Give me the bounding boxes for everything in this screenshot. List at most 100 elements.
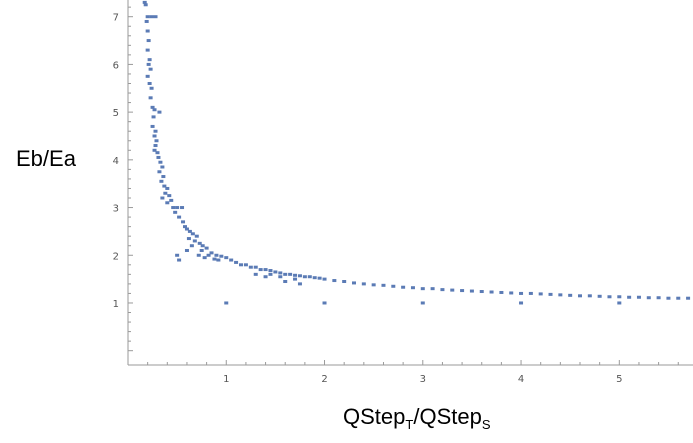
data-point [686, 296, 691, 300]
data-point [597, 294, 602, 298]
data-point [165, 186, 170, 190]
data-point [175, 206, 180, 210]
data-point [268, 269, 273, 273]
data-point [189, 244, 194, 248]
data-point [147, 58, 152, 62]
data-point [196, 253, 201, 257]
data-point [173, 210, 178, 214]
data-point [528, 291, 533, 295]
data-point [253, 272, 258, 276]
data-point [538, 292, 543, 296]
data-point [293, 273, 298, 277]
data-point [162, 184, 167, 188]
data-point [219, 254, 224, 258]
data-point [149, 86, 154, 90]
x-axis-label-part: QStep [419, 404, 482, 429]
data-point [199, 248, 204, 252]
data-point [636, 295, 641, 299]
data-point [587, 294, 592, 298]
data-point [182, 225, 187, 229]
y-tick-label: 2 [113, 251, 119, 262]
data-point [180, 206, 185, 210]
y-tick-label: 3 [113, 204, 119, 215]
data-point [209, 251, 214, 255]
data-point [150, 105, 155, 109]
data-point [171, 206, 176, 210]
data-point [200, 244, 205, 248]
data-point [147, 81, 152, 85]
y-axis-label: Eb/Ea [16, 146, 76, 171]
data-point [297, 274, 302, 278]
data-point [181, 220, 186, 224]
data-point [322, 301, 327, 305]
data-point [161, 175, 166, 179]
data-point [229, 258, 234, 262]
data-point [381, 283, 386, 287]
data-point [194, 234, 199, 238]
data-point [153, 144, 158, 148]
data-point [239, 263, 243, 267]
data-point [150, 124, 155, 128]
data-point [153, 15, 158, 19]
data-point [177, 258, 182, 262]
x-tick-label: 1 [223, 374, 229, 385]
data-points [142, 0, 691, 305]
data-point [204, 246, 209, 250]
data-point [676, 296, 681, 300]
data-point [263, 275, 268, 279]
data-point [152, 148, 157, 152]
data-point [160, 165, 165, 169]
data-point [216, 258, 221, 262]
data-point [248, 265, 253, 269]
x-tick-label: 3 [420, 374, 426, 385]
data-point [184, 248, 189, 252]
data-point [273, 270, 278, 274]
data-point [430, 287, 435, 291]
data-point [410, 286, 415, 290]
data-point [167, 194, 172, 198]
data-point [190, 232, 195, 236]
data-point [479, 290, 484, 294]
plot-axes: 1 2 3 4 5 1 2 3 4 5 6 7 [113, 0, 693, 385]
data-point [187, 229, 192, 233]
data-point [352, 281, 356, 285]
data-point [149, 15, 154, 19]
data-point [548, 292, 553, 296]
data-point [144, 19, 149, 23]
data-point [153, 129, 158, 133]
data-point [159, 179, 164, 183]
data-point [617, 295, 622, 299]
data-point [312, 276, 317, 280]
data-point [192, 239, 197, 243]
data-point [145, 15, 150, 19]
data-point [607, 295, 612, 299]
data-point [154, 139, 159, 143]
x-axis-label-part: QStep [343, 404, 406, 429]
data-point [197, 241, 202, 245]
data-point [283, 280, 288, 284]
data-point [469, 289, 474, 293]
data-point [617, 301, 622, 305]
data-point [157, 170, 162, 174]
data-point [391, 284, 396, 288]
x-axis-label-subscript: T [405, 417, 414, 432]
y-tick-label: 1 [113, 299, 119, 310]
data-point [212, 257, 217, 261]
data-point [558, 293, 563, 297]
data-point [317, 276, 322, 280]
data-point [332, 279, 337, 283]
data-point [450, 288, 455, 292]
data-point [263, 268, 268, 272]
data-point [297, 282, 302, 286]
data-point [184, 227, 189, 231]
data-point [175, 253, 180, 257]
data-point [420, 301, 425, 305]
data-point [146, 62, 151, 66]
data-point [152, 134, 157, 138]
data-point [489, 290, 494, 294]
data-point [234, 260, 239, 264]
data-point [148, 67, 153, 71]
data-point [293, 277, 298, 281]
data-point [278, 271, 283, 275]
